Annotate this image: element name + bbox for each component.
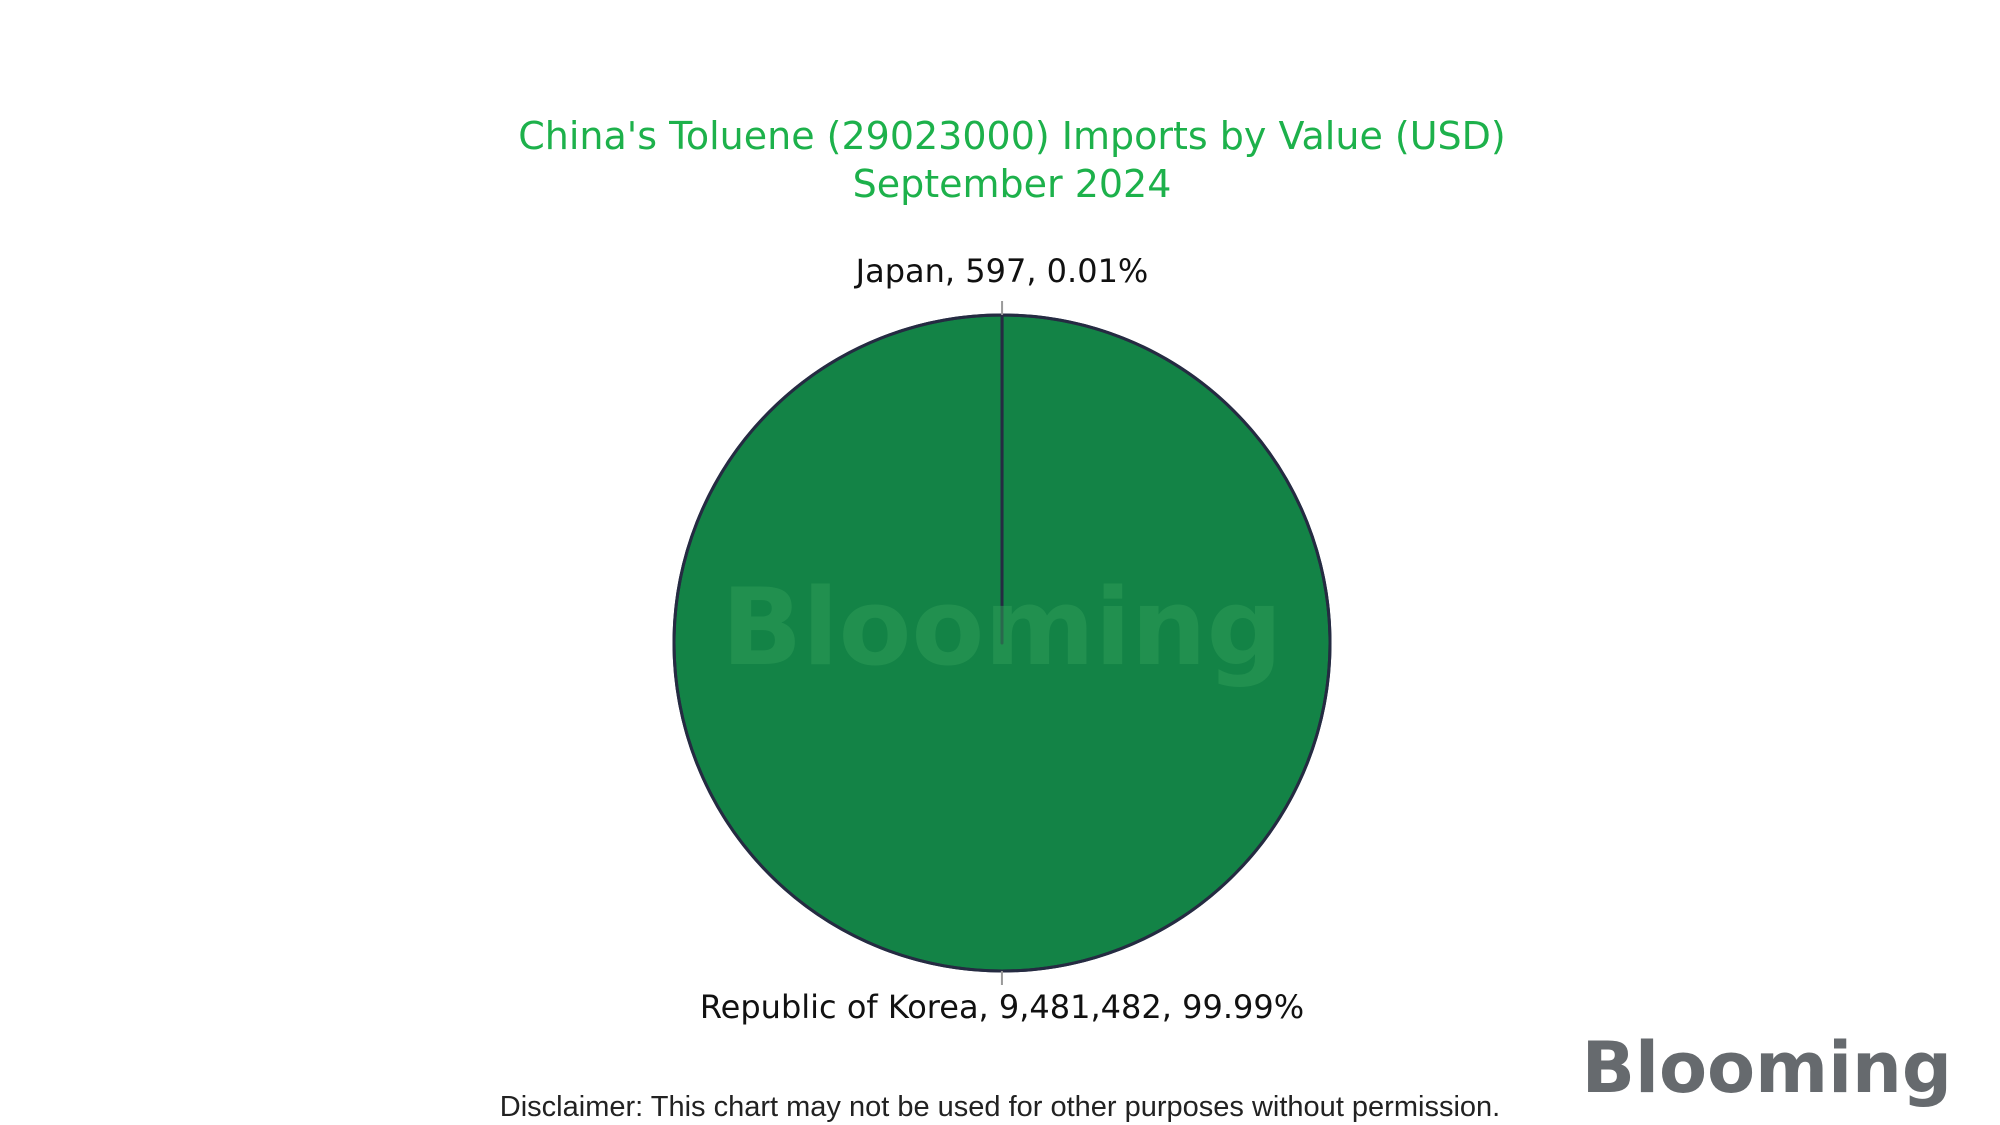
slice-label-republic-of-korea: Republic of Korea, 9,481,482, 99.99%: [700, 988, 1304, 1026]
brand-logo-text: Blooming: [1582, 1027, 1952, 1109]
brand-logo: Blooming: [1582, 1027, 1952, 1109]
slice-labels: Japan, 597, 0.01% Republic of Korea, 9,48…: [700, 252, 1304, 1026]
chart-title: China's Toluene (29023000) Imports by Va…: [518, 114, 1506, 158]
watermark-text: Blooming: [722, 566, 1283, 689]
watermark-logo: Blooming: [722, 566, 1283, 689]
pie-chart: [672, 313, 1332, 973]
chart-subtitle: September 2024: [853, 162, 1172, 206]
slice-label-japan: Japan, 597, 0.01%: [854, 252, 1149, 290]
pie-outline: [672, 313, 1332, 973]
disclaimer-text: Disclaimer: This chart may not be used f…: [499, 1091, 1501, 1123]
